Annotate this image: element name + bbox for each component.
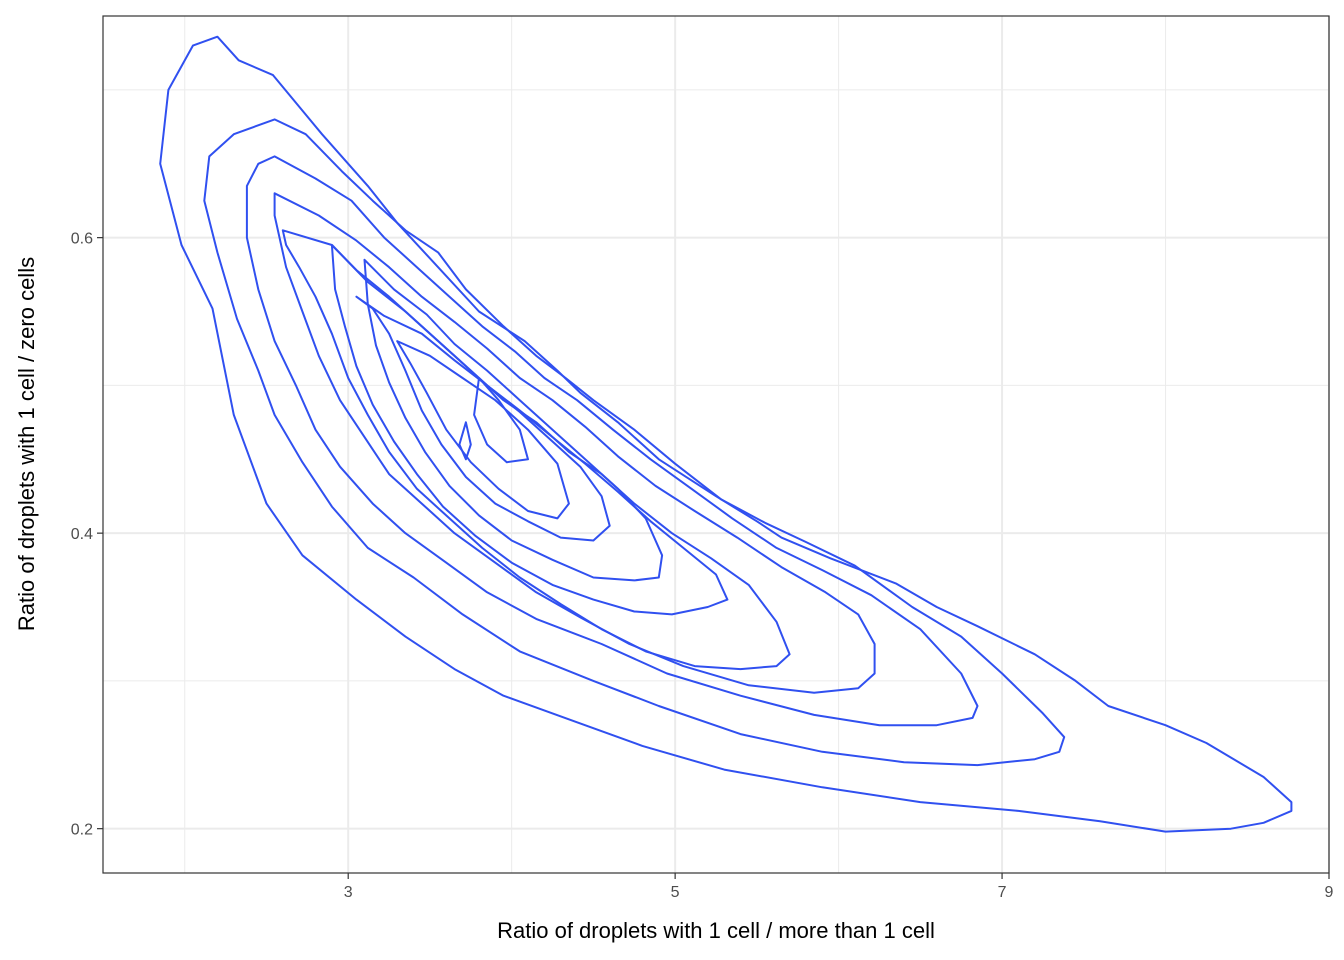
contour-line xyxy=(159,35,1293,833)
x-tick-label: 3 xyxy=(344,884,353,901)
x-tick-label: 5 xyxy=(671,884,680,901)
x-tick-label: 9 xyxy=(1325,884,1334,901)
y-axis-title: Ratio of droplets with 1 cell / zero cel… xyxy=(14,257,39,631)
contour-line xyxy=(473,377,529,464)
plot-panel xyxy=(103,16,1329,873)
contour-line xyxy=(203,118,1066,767)
minor-grid xyxy=(103,16,1329,873)
plot-border xyxy=(102,15,1330,874)
y-tick-label: 0.2 xyxy=(71,822,93,839)
x-axis-title: Ratio of droplets with 1 cell / more tha… xyxy=(497,918,935,943)
x-axis: 3 5 7 9 xyxy=(344,873,1334,901)
contour-line xyxy=(273,192,876,694)
y-tick-label: 0.4 xyxy=(71,526,93,543)
contour-line xyxy=(330,244,729,616)
y-tick-label: 0.6 xyxy=(71,231,93,248)
contour-line xyxy=(245,155,979,727)
contour-line xyxy=(458,421,472,461)
x-tick-label: 7 xyxy=(998,884,1007,901)
contour-line xyxy=(363,258,664,582)
contour-line xyxy=(396,340,570,520)
contour-line xyxy=(355,295,611,542)
y-axis: 0.2 0.4 0.6 xyxy=(71,231,103,839)
contour-lines xyxy=(159,35,1293,833)
